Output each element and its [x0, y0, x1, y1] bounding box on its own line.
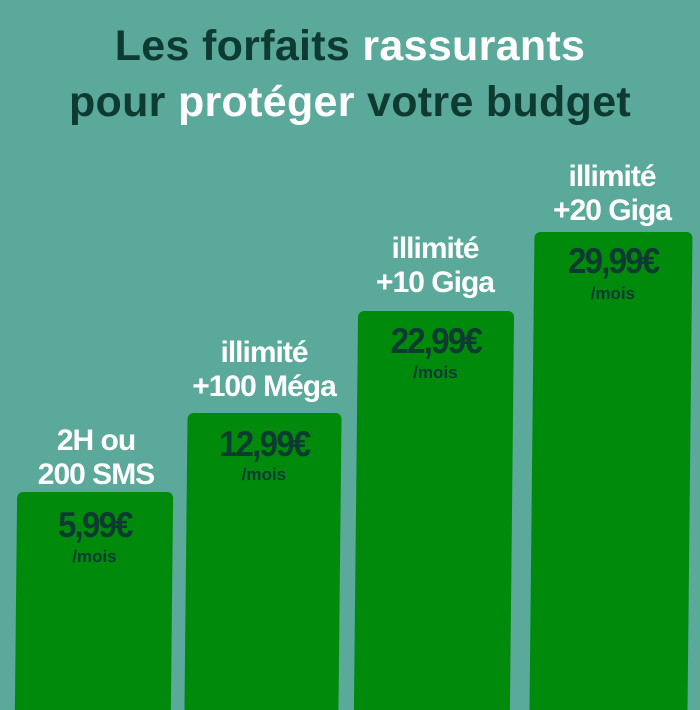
plan-2-unit: /mois — [241, 465, 287, 484]
plan-1-unit: /mois — [72, 547, 117, 566]
plan-2-price: 12,99€ — [218, 423, 310, 464]
plan-2-label-line-2: +100 Méga — [192, 370, 337, 403]
plan-3-price: 22,99€ — [390, 320, 482, 361]
plan-3-label-line-1: illimité — [391, 232, 479, 265]
plan-1-price: 5,99€ — [57, 504, 132, 545]
plan-3-label: illimité +10 Giga — [360, 232, 510, 300]
plan-4-label: illimité +20 Giga — [534, 160, 690, 228]
headline: Les forfaits rassurants pour protéger vo… — [0, 18, 700, 130]
plan-1-label-line-2: 200 SMS — [37, 458, 155, 491]
headline-text: Les forfaits — [114, 22, 363, 70]
plan-2-bar[interactable]: 12,99€ /mois — [184, 413, 342, 710]
headline-highlight: rassurants — [362, 22, 586, 70]
plan-4-label-line-1: illimité — [568, 160, 656, 193]
headline-line-2: pour protéger votre budget — [0, 74, 700, 130]
headline-text: pour — [68, 78, 178, 126]
headline-text: votre budget — [354, 78, 632, 126]
plan-3-bar[interactable]: 22,99€ /mois — [353, 311, 515, 710]
plan-1-label-line-1: 2H ou — [56, 424, 136, 457]
plan-3-label-line-2: +10 Giga — [376, 266, 495, 299]
headline-line-1: Les forfaits rassurants — [0, 18, 700, 74]
plan-4-price: 29,99€ — [567, 240, 659, 281]
plan-4-unit: /mois — [590, 284, 636, 303]
plan-2-label-line-1: illimité — [220, 336, 308, 369]
plan-4-label-line-2: +20 Giga — [553, 194, 672, 227]
plan-4-bar[interactable]: 29,99€ /mois — [529, 232, 693, 710]
plan-1-label: 2H ou 200 SMS — [20, 424, 172, 492]
headline-highlight: protéger — [177, 78, 355, 126]
plan-2-label: illimité +100 Méga — [184, 336, 344, 404]
plan-1-bar[interactable]: 5,99€ /mois — [14, 492, 174, 710]
plan-3-unit: /mois — [413, 363, 458, 382]
